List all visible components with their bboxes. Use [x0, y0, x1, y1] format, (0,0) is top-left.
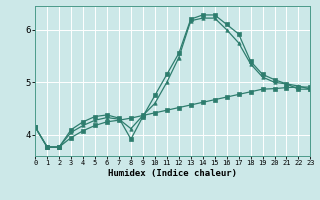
X-axis label: Humidex (Indice chaleur): Humidex (Indice chaleur): [108, 169, 237, 178]
